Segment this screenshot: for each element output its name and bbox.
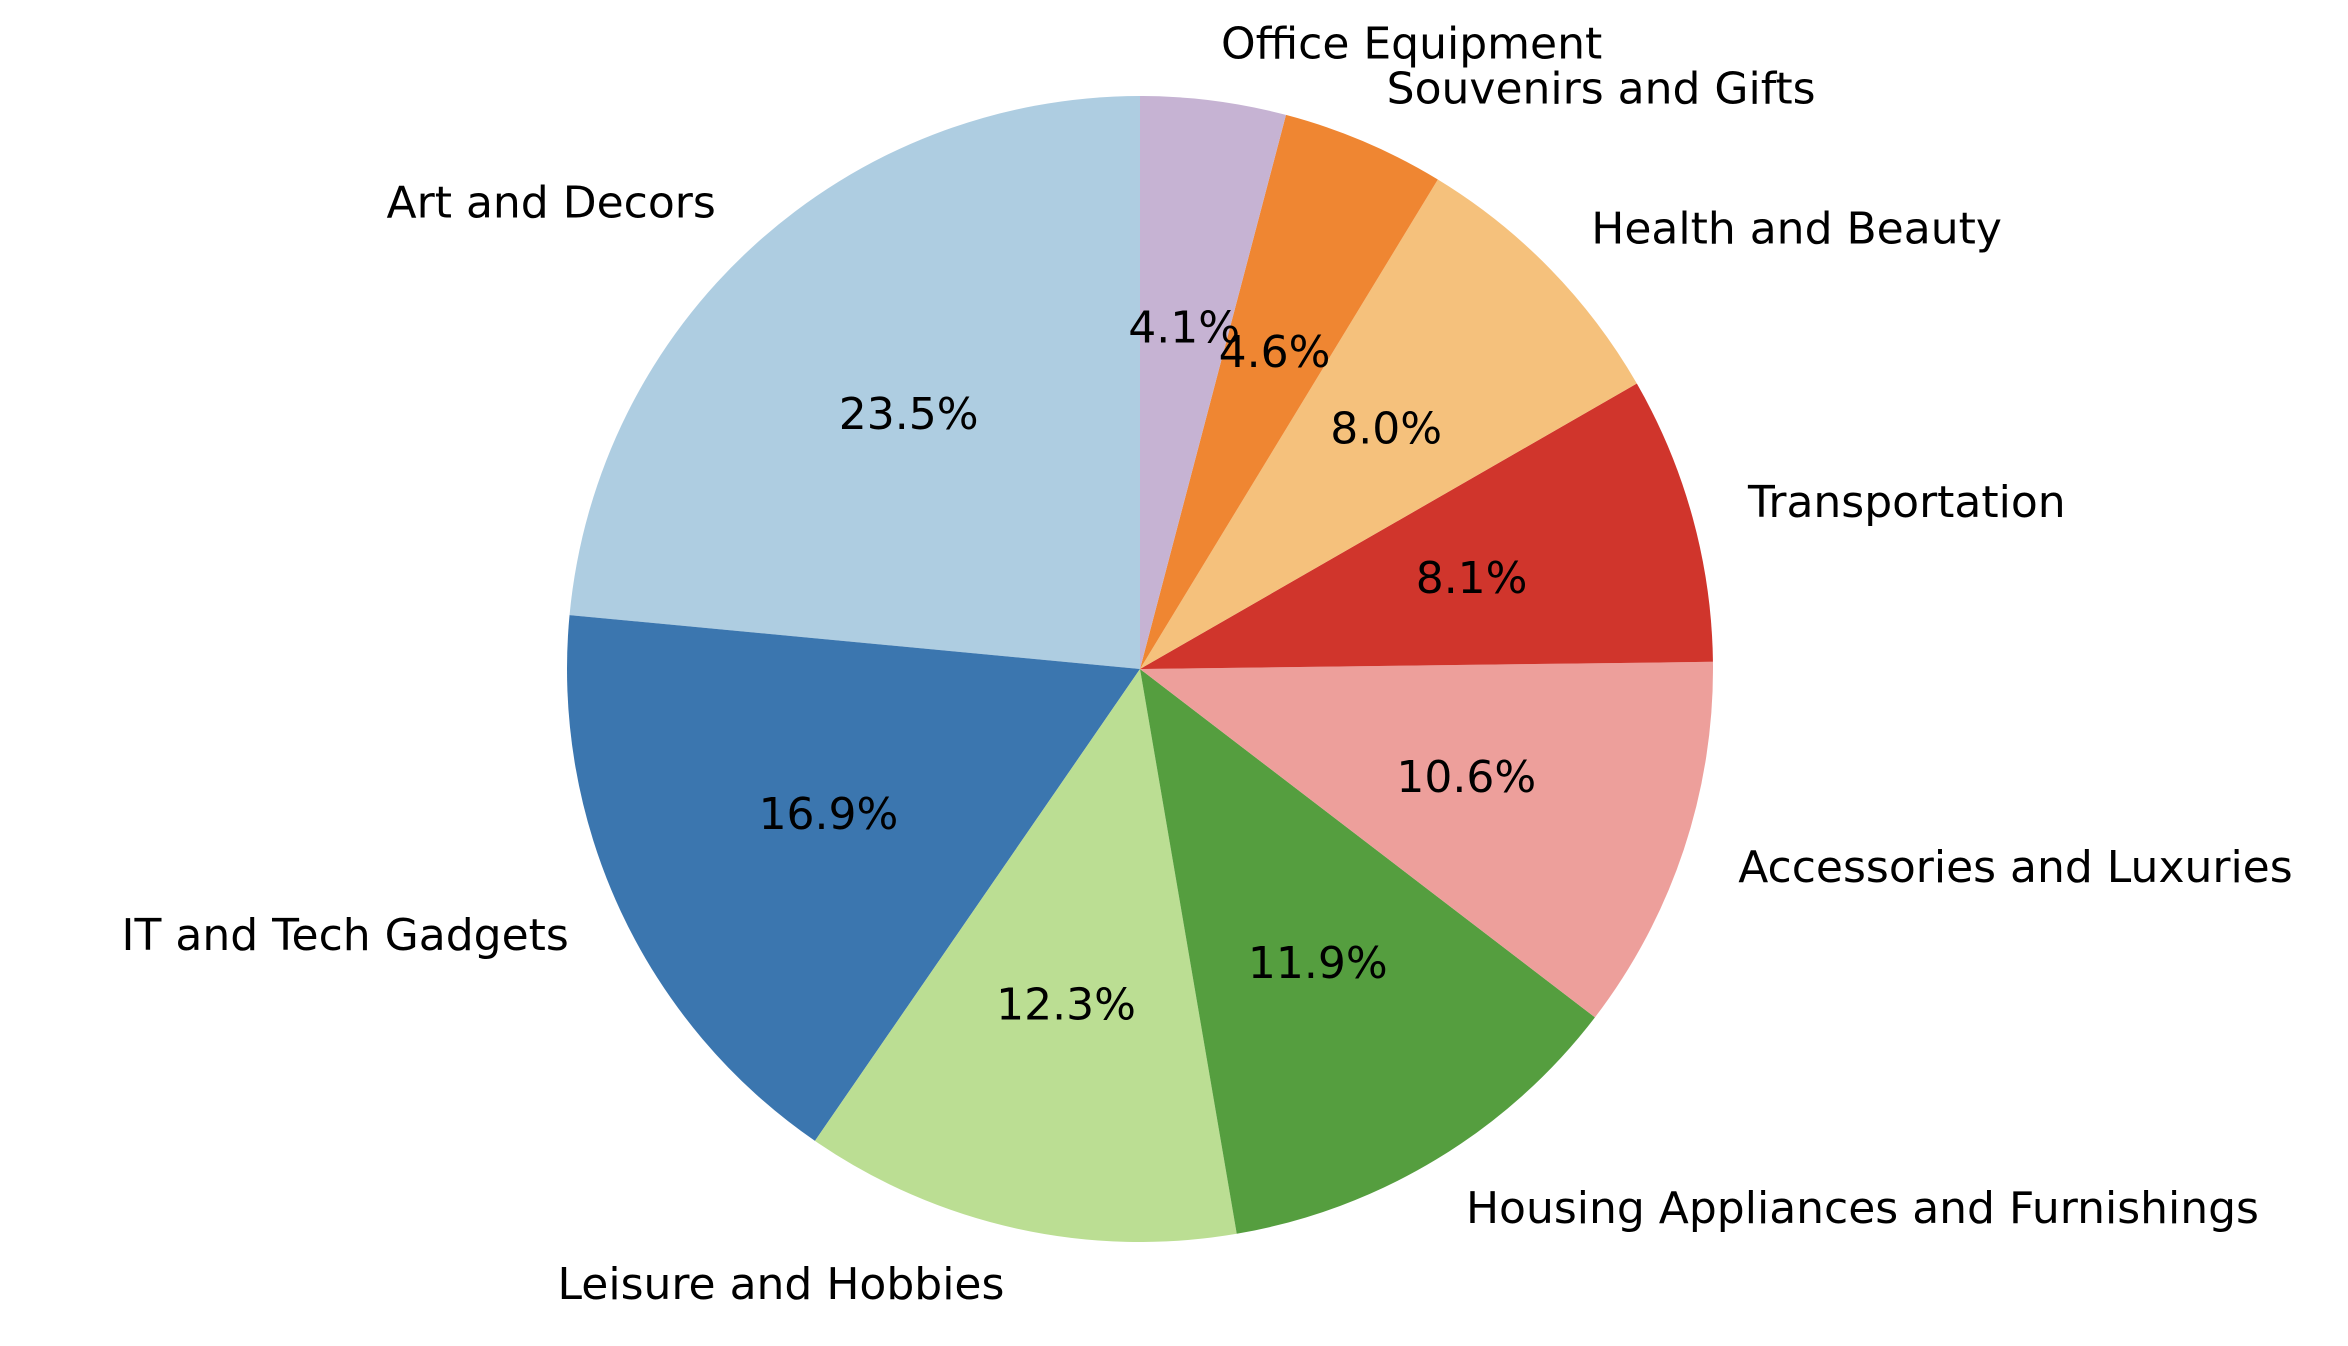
slice-health-and-beauty — [1140, 179, 1637, 670]
category-label-art-and-decors: Art and Decors — [387, 177, 716, 228]
category-label-it-and-tech-gadgets: IT and Tech Gadgets — [122, 910, 569, 961]
category-label-souvenirs-and-gifts: Souvenirs and Gifts — [1387, 63, 1816, 114]
percent-label-transportation: 8.1% — [1416, 553, 1528, 604]
percent-label-art-and-decors: 23.5% — [839, 389, 979, 440]
percent-label-it-and-tech-gadgets: 16.9% — [759, 789, 899, 840]
slice-leisure-and-hobbies — [814, 669, 1237, 1242]
percent-label-souvenirs-and-gifts: 4.6% — [1219, 327, 1331, 378]
category-label-leisure-and-hobbies: Leisure and Hobbies — [558, 1259, 1005, 1310]
slice-housing-appliances-and-furnishings — [1140, 669, 1595, 1234]
category-label-office-equipment: Office Equipment — [1221, 18, 1602, 69]
percent-labels-layer: 23.5% 16.9% 12.3% 11.9% 10.6% 8.1% 8.0% 4.6%4.1… — [759, 303, 1537, 1031]
percent-label-leisure-and-hobbies: 12.3% — [996, 979, 1136, 1030]
category-label-accessories-and-luxuries: Accessories and Luxuries — [1738, 842, 2292, 893]
slice-office-equipment — [1140, 96, 1286, 669]
category-label-housing-appliances-and-furnishings: Housing Appliances and Furnishings — [1466, 1183, 2259, 1234]
category-label-health-and-beauty: Health and Beauty — [1591, 203, 2002, 254]
percent-label-health-and-beauty: 8.0% — [1330, 403, 1442, 454]
percent-label-housing-appliances-and-furnishings: 11.9% — [1248, 938, 1388, 989]
category-label-transportation: Transportation — [1747, 477, 2066, 528]
category-labels-layer: Art and Decors IT and Tech Gadgets Leisure… — [122, 18, 2293, 1310]
slice-transportation — [1140, 383, 1713, 669]
percent-label-accessories-and-luxuries: 10.6% — [1396, 752, 1536, 803]
slice-accessories-and-luxuries — [1140, 661, 1713, 1018]
slice-it-and-tech-gadgets — [566, 615, 1140, 1141]
slices-layer — [566, 96, 1713, 1242]
percent-label-office-equipment: 4.1% — [1128, 303, 1240, 354]
slice-souvenirs-and-gifts — [1140, 114, 1438, 670]
slice-art-and-decors — [569, 96, 1140, 669]
